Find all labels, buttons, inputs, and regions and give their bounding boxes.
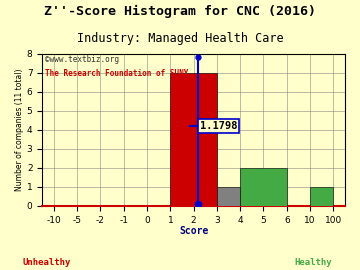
Text: 1.1798: 1.1798	[200, 121, 237, 131]
Text: The Research Foundation of SUNY: The Research Foundation of SUNY	[45, 69, 189, 78]
Text: Z''-Score Histogram for CNC (2016): Z''-Score Histogram for CNC (2016)	[44, 5, 316, 18]
Text: Industry: Managed Health Care: Industry: Managed Health Care	[77, 32, 283, 45]
Bar	[170, 73, 217, 206]
Bar	[310, 187, 333, 206]
Y-axis label: Number of companies (11 total): Number of companies (11 total)	[15, 69, 24, 191]
Text: ©www.textbiz.org: ©www.textbiz.org	[45, 55, 119, 64]
Bar	[240, 168, 287, 206]
Bar	[217, 187, 240, 206]
X-axis label: Score: Score	[179, 226, 208, 236]
Text: Healthy: Healthy	[294, 258, 332, 267]
Text: Unhealthy: Unhealthy	[23, 258, 71, 267]
